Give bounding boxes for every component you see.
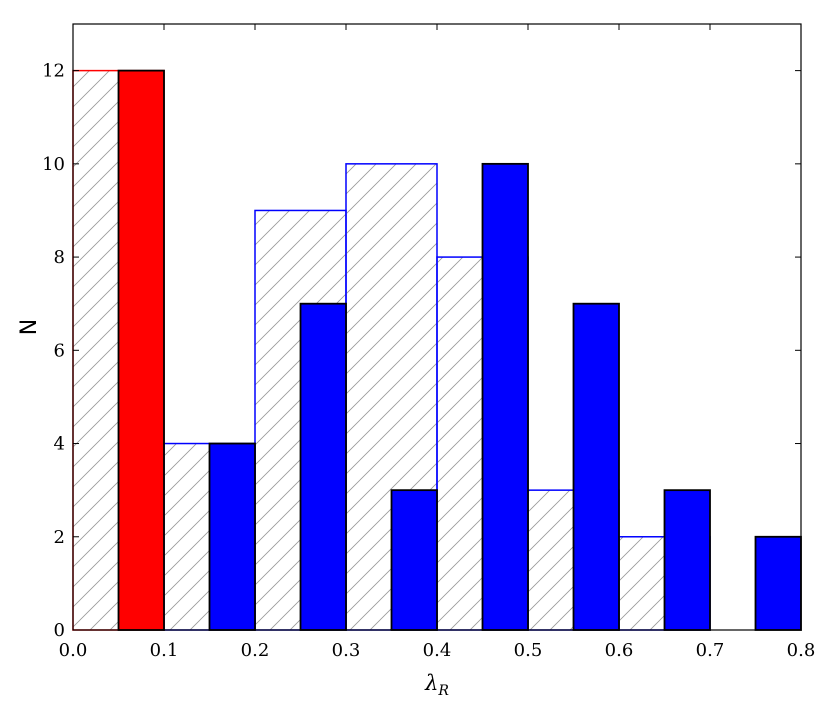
ticks-layer: 0.0 0.1 0.2 0.3 0.4 0.5 0.6 0.7 0.8 0 2 4 6 8 10 12 xyxy=(42,24,815,661)
y-axis-label: N xyxy=(17,319,42,335)
x-tick-label: 0.7 xyxy=(696,640,725,661)
x-tick-label: 0.6 xyxy=(605,640,634,661)
y-tick-label: 10 xyxy=(42,154,65,175)
x-tick-label: 0.4 xyxy=(423,640,452,661)
x-tick-label: 0.0 xyxy=(59,640,88,661)
solid-bar xyxy=(481,162,529,631)
solid-bar xyxy=(208,442,256,631)
x-tick-label: 0.8 xyxy=(787,640,816,661)
y-tick-label: 8 xyxy=(54,247,65,268)
y-tick-label: 6 xyxy=(54,340,65,361)
x-tick-label: 0.5 xyxy=(514,640,543,661)
solid-bar xyxy=(299,302,347,631)
x-tick-label: 0.2 xyxy=(241,640,270,661)
solid-bar xyxy=(117,69,165,631)
solid-bar xyxy=(572,302,620,631)
bars-layer xyxy=(72,69,802,631)
x-axis-label-main: λ xyxy=(424,671,438,695)
y-tick-label: 2 xyxy=(54,527,65,548)
y-tick-label: 0 xyxy=(54,620,65,641)
x-tick-label: 0.3 xyxy=(332,640,361,661)
solid-bar xyxy=(663,489,711,631)
x-tick-label: 0.1 xyxy=(150,640,179,661)
y-tick-label: 12 xyxy=(42,61,65,82)
plot-frame xyxy=(72,23,802,631)
y-tick-label: 4 xyxy=(54,434,65,455)
solid-bar xyxy=(390,489,438,631)
x-axis-label-subscript: R xyxy=(437,683,449,699)
solid-bar xyxy=(754,535,802,631)
x-axis-label: λR xyxy=(424,671,449,699)
